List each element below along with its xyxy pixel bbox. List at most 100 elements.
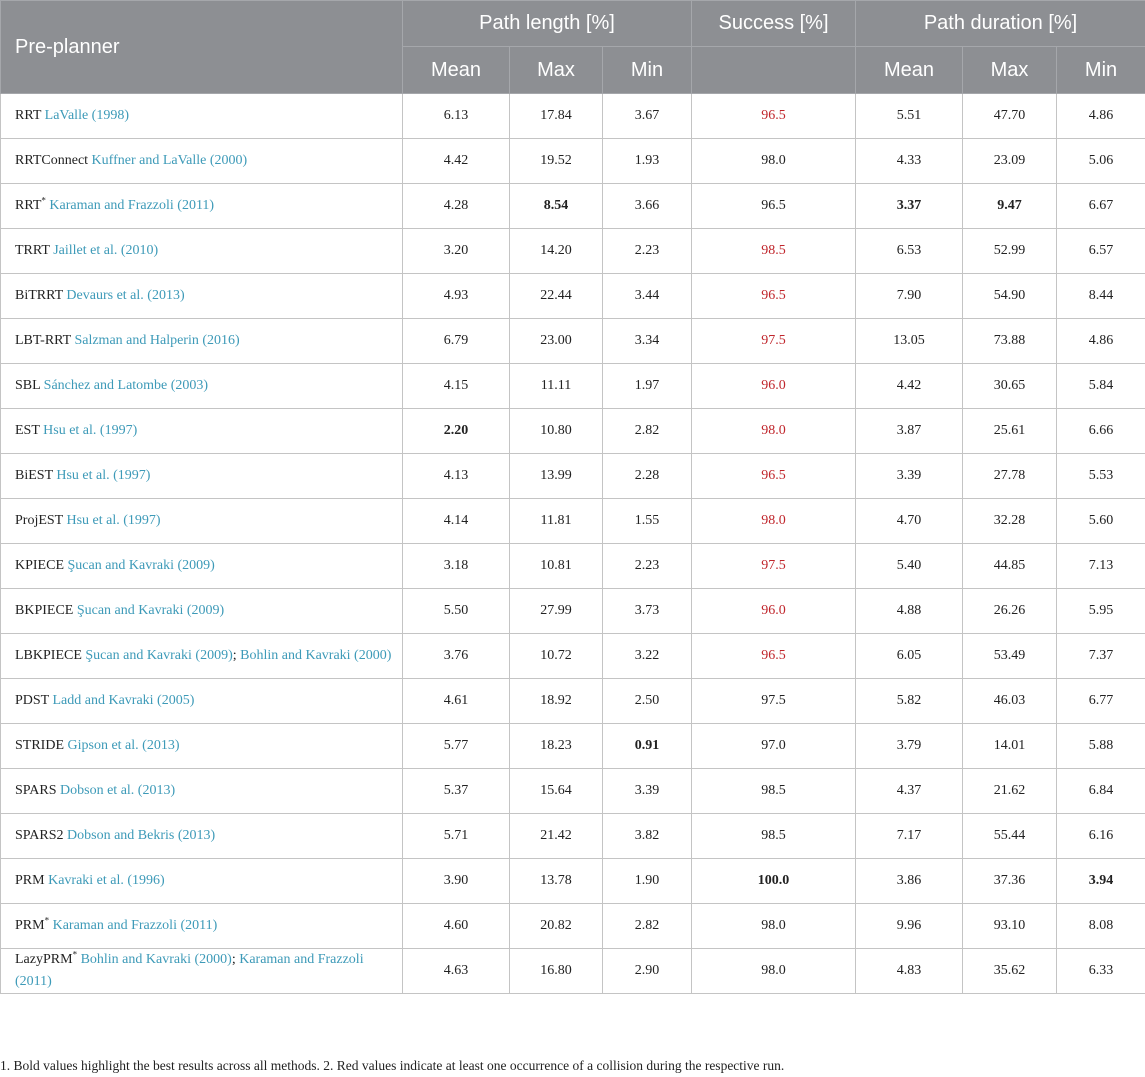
citation-link[interactable]: Jaillet et al. (2010) bbox=[53, 243, 159, 258]
citation-link[interactable]: Bohlin and Kavraki (2000) bbox=[80, 952, 232, 967]
cell-pd-mean: 6.05 bbox=[855, 633, 964, 679]
cell-pd-max: 26.26 bbox=[962, 588, 1058, 634]
cell-pd-max: 9.47 bbox=[962, 183, 1058, 229]
table-row: TRRT Jaillet et al. (2010) 3.20 14.20 2.23 9… bbox=[0, 228, 1145, 274]
header-path-duration: Path duration [%] bbox=[855, 0, 1145, 47]
cell-pd-mean: 3.87 bbox=[855, 408, 964, 454]
cell-pd-min: 5.60 bbox=[1056, 498, 1145, 544]
citation-link[interactable]: Salzman and Halperin (2016) bbox=[74, 333, 240, 348]
planner-name: RRTConnect bbox=[15, 153, 89, 168]
cell-pl-min: 3.67 bbox=[601, 93, 693, 139]
cell-pl-mean: 3.20 bbox=[402, 228, 510, 274]
table-row: PRM Kavraki et al. (1996) 3.90 13.78 1.90 10… bbox=[0, 858, 1145, 904]
cell-pd-max: 32.28 bbox=[962, 498, 1058, 544]
cell-pl-max: 14.20 bbox=[509, 228, 603, 274]
table-row: BKPIECE Şucan and Kavraki (2009) 5.50 27.9… bbox=[0, 588, 1145, 634]
planner-cell: SBL Sánchez and Latombe (2003) bbox=[0, 363, 403, 409]
cell-pl-min: 3.22 bbox=[601, 633, 693, 679]
cell-pd-max: 46.03 bbox=[962, 678, 1058, 724]
citation-link[interactable]: Karaman and Frazzoli (2011) bbox=[15, 952, 364, 989]
cell-success: 96.0 bbox=[691, 363, 857, 409]
cell-pl-mean: 3.90 bbox=[402, 858, 510, 904]
citation-link[interactable]: Şucan and Kavraki (2009) bbox=[85, 648, 233, 663]
citation-link[interactable]: Kuffner and LaValle (2000) bbox=[91, 153, 248, 168]
table-row: BiEST Hsu et al. (1997) 4.13 13.99 2.28 96.5… bbox=[0, 453, 1145, 499]
citation-link[interactable]: Dobson et al. (2013) bbox=[60, 783, 176, 798]
citation-link[interactable]: LaValle (1998) bbox=[44, 108, 129, 123]
cell-pl-min: 1.97 bbox=[601, 363, 693, 409]
cell-pd-mean: 4.33 bbox=[855, 138, 964, 184]
cell-pd-max: 30.65 bbox=[962, 363, 1058, 409]
cell-pl-max: 11.81 bbox=[509, 498, 603, 544]
table-row: SBL Sánchez and Latombe (2003) 4.15 11.11 1… bbox=[0, 363, 1145, 409]
table-row: RRT* Karaman and Frazzoli (2011) 4.28 8.54… bbox=[0, 183, 1145, 229]
planner-name: LazyPRM bbox=[15, 952, 73, 967]
cell-pd-max: 23.09 bbox=[962, 138, 1058, 184]
citation-link[interactable]: Şucan and Kavraki (2009) bbox=[76, 603, 225, 618]
citation-link[interactable]: Gipson et al. (2013) bbox=[67, 738, 180, 753]
cell-pd-max: 52.99 bbox=[962, 228, 1058, 274]
table-row: PRM* Karaman and Frazzoli (2011) 4.60 20.8… bbox=[0, 903, 1145, 949]
planner-name: BiTRRT bbox=[15, 288, 63, 303]
cell-pl-max: 27.99 bbox=[509, 588, 603, 634]
cell-pd-mean: 7.90 bbox=[855, 273, 964, 319]
cell-pd-min: 7.37 bbox=[1056, 633, 1145, 679]
citation-link[interactable]: Ladd and Kavraki (2005) bbox=[52, 693, 195, 708]
citation-link[interactable]: Dobson and Bekris (2013) bbox=[67, 828, 216, 843]
planner-name: LBKPIECE bbox=[15, 648, 82, 663]
cell-pl-mean: 4.13 bbox=[402, 453, 510, 499]
cell-pd-mean: 4.37 bbox=[855, 768, 964, 814]
cell-pl-mean: 5.37 bbox=[402, 768, 510, 814]
cell-pd-min: 6.57 bbox=[1056, 228, 1145, 274]
planner-name: TRRT bbox=[15, 243, 50, 258]
cell-pl-mean: 4.42 bbox=[402, 138, 510, 184]
planner-cell: SPARS Dobson et al. (2013) bbox=[0, 768, 403, 814]
cell-pl-max: 10.80 bbox=[509, 408, 603, 454]
planner-cell: BiTRRT Devaurs et al. (2013) bbox=[0, 273, 403, 319]
cell-pd-mean: 4.88 bbox=[855, 588, 964, 634]
table-row: SPARS2 Dobson and Bekris (2013) 5.71 21.42… bbox=[0, 813, 1145, 859]
cell-pd-min: 5.84 bbox=[1056, 363, 1145, 409]
cell-success: 96.5 bbox=[691, 183, 857, 229]
header-success: Success [%] bbox=[691, 0, 857, 47]
citation-link[interactable]: Sánchez and Latombe (2003) bbox=[43, 378, 209, 393]
cell-pd-mean: 7.17 bbox=[855, 813, 964, 859]
citation-link[interactable]: Hsu et al. (1997) bbox=[66, 513, 161, 528]
planner-name: SPARS2 bbox=[15, 828, 64, 843]
planner-cell: RRTConnect Kuffner and LaValle (2000) bbox=[0, 138, 403, 184]
planner-name: STRIDE bbox=[15, 738, 64, 753]
citation-link[interactable]: Karaman and Frazzoli (2011) bbox=[52, 918, 218, 933]
cell-pd-max: 14.01 bbox=[962, 723, 1058, 769]
planner-cell: ProjEST Hsu et al. (1997) bbox=[0, 498, 403, 544]
planner-cell: SPARS2 Dobson and Bekris (2013) bbox=[0, 813, 403, 859]
cell-pl-max: 19.52 bbox=[509, 138, 603, 184]
cell-pd-mean: 5.51 bbox=[855, 93, 964, 139]
planner-name: LBT-RRT bbox=[15, 333, 71, 348]
citation-link[interactable]: Bohlin and Kavraki (2000) bbox=[240, 648, 392, 663]
planner-name: EST bbox=[15, 423, 40, 438]
cell-pl-max: 13.99 bbox=[509, 453, 603, 499]
cell-pl-mean: 3.18 bbox=[402, 543, 510, 589]
cell-pd-mean: 5.82 bbox=[855, 678, 964, 724]
cell-pd-max: 47.70 bbox=[962, 93, 1058, 139]
cell-pd-max: 93.10 bbox=[962, 903, 1058, 949]
cell-success: 97.5 bbox=[691, 318, 857, 364]
citation-link[interactable]: Hsu et al. (1997) bbox=[56, 468, 151, 483]
cell-pl-min: 3.66 bbox=[601, 183, 693, 229]
cell-pl-max: 11.11 bbox=[509, 363, 603, 409]
citation-link[interactable]: Devaurs et al. (2013) bbox=[66, 288, 185, 303]
citation-link[interactable]: Şucan and Kavraki (2009) bbox=[67, 558, 215, 573]
cell-pd-max: 55.44 bbox=[962, 813, 1058, 859]
citation-link[interactable]: Hsu et al. (1997) bbox=[43, 423, 138, 438]
planner-cell: PRM* Karaman and Frazzoli (2011) bbox=[0, 903, 403, 949]
planner-cell: BiEST Hsu et al. (1997) bbox=[0, 453, 403, 499]
cell-pl-mean: 5.50 bbox=[402, 588, 510, 634]
citation-link[interactable]: Karaman and Frazzoli (2011) bbox=[49, 198, 215, 213]
cell-pl-min: 2.28 bbox=[601, 453, 693, 499]
cell-pl-max: 17.84 bbox=[509, 93, 603, 139]
cell-pl-min: 3.82 bbox=[601, 813, 693, 859]
cell-pl-max: 10.72 bbox=[509, 633, 603, 679]
citation-link[interactable]: Kavraki et al. (1996) bbox=[48, 873, 165, 888]
cell-success: 98.0 bbox=[691, 498, 857, 544]
table-row: RRT LaValle (1998) 6.13 17.84 3.67 96.5 5.51 4… bbox=[0, 93, 1145, 139]
